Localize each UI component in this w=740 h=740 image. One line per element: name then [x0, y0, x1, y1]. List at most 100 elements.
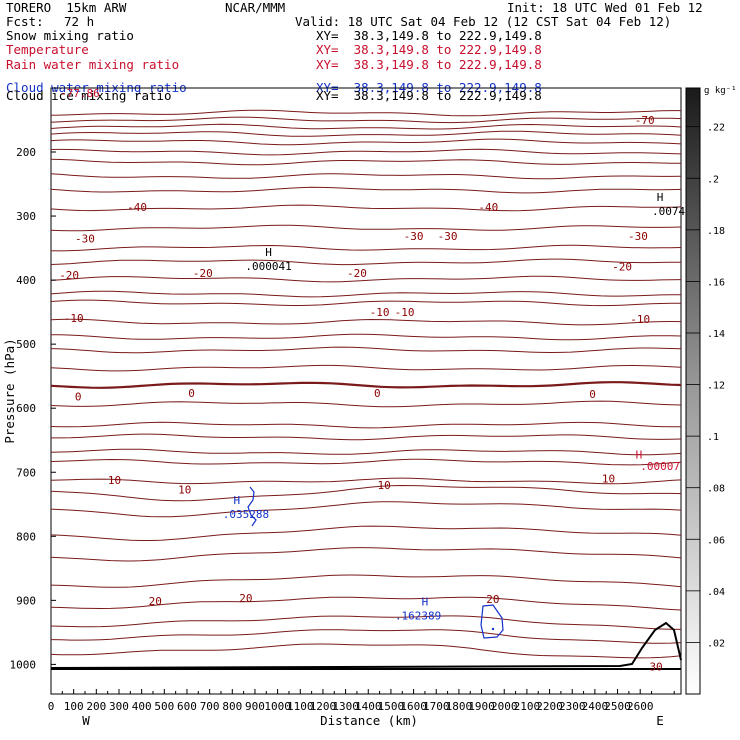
- x-tick-label: 900: [245, 700, 265, 713]
- temperature-contour-line: [50, 477, 682, 485]
- x-tick-label: 1500: [378, 700, 405, 713]
- x-tick-label: 600: [177, 700, 197, 713]
- temperature-contour-line: [50, 123, 682, 130]
- temperature-contour-label: 30: [649, 660, 662, 673]
- x-tick-label: 1300: [332, 700, 359, 713]
- temperature-contour-line: [50, 364, 682, 372]
- y-tick-label: 400: [16, 274, 36, 287]
- temperature-contour-line: [51, 333, 682, 341]
- colorbar-tick-label: .16: [707, 277, 725, 288]
- x-tick-label: 100: [64, 700, 84, 713]
- x-tick-label: 2500: [604, 700, 631, 713]
- x-tick-label: 2600: [627, 700, 654, 713]
- x-tick-label: 0: [48, 700, 55, 713]
- field-name-cloud-ice: Cloud ice mixing ratio: [6, 88, 172, 103]
- temperature-annotation: .00007: [640, 460, 680, 473]
- temperature-contour-label: 20: [486, 593, 499, 606]
- x-tick-label: 1000: [264, 700, 291, 713]
- colorbar-tick-label: .02: [707, 638, 725, 649]
- x-tick-label: 700: [200, 700, 220, 713]
- temperature-contour-label: 0: [589, 388, 596, 401]
- y-tick-label: 200: [16, 146, 36, 159]
- temperature-contour-line: [50, 186, 682, 194]
- x-tick-label: 1100: [287, 700, 314, 713]
- temperature-contour-line: [50, 501, 682, 518]
- colorbar: [685, 87, 701, 695]
- temperature-contour-line: [50, 629, 682, 644]
- x-tick-label: 2200: [536, 700, 563, 713]
- temperature-contour-line: [50, 244, 682, 252]
- temperature-contour-line: [50, 318, 682, 326]
- cloud-water-contour-2: [480, 604, 504, 639]
- cloud-water-high-marker-2: H: [422, 596, 429, 609]
- cloud-water-dot: [491, 627, 495, 631]
- temperature-contour-label: -40: [478, 201, 498, 214]
- east-label: E: [656, 713, 664, 728]
- x-tick-label: 1600: [400, 700, 427, 713]
- y-tick-label: 800: [16, 530, 36, 543]
- temperature-contour-line: [50, 525, 682, 541]
- temperature-contour-label: 20: [239, 592, 252, 605]
- temperature-contour-label: 10: [378, 479, 391, 492]
- temperature-contour-line: [51, 433, 682, 441]
- temperature-contour-line: [50, 258, 682, 266]
- colorbar-tick-label: .2: [707, 174, 719, 185]
- x-tick-label: 400: [132, 700, 152, 713]
- x-tick-label: 1900: [468, 700, 495, 713]
- x-tick-label: 2000: [491, 700, 518, 713]
- snow-high-marker: H: [265, 246, 272, 259]
- temperature-contour-line: [50, 574, 682, 588]
- temperature-contour-label: 20: [149, 595, 162, 608]
- temperature-contour-line: [50, 458, 682, 466]
- cloud-water-high-value-1: .035288: [223, 508, 269, 521]
- temperature-contour-label: -70: [635, 114, 655, 127]
- colorbar-tick-label: .14: [707, 329, 725, 340]
- y-tick-label: 1000: [10, 658, 37, 671]
- temperature-contour-label: 10: [602, 473, 615, 486]
- temperature-contour-line: [50, 400, 682, 408]
- snow-high-value: .000041: [245, 260, 291, 273]
- temperature-contour-line: [50, 158, 681, 166]
- temperature-contour-line: [50, 109, 681, 117]
- temperature-contour-label: 0: [188, 387, 195, 400]
- y-axis: 200 300 400 500 600 700 800 900 1000: [10, 146, 56, 671]
- x-axis: 0 100 200 300 400 500 600 700 800 900 100011001200…: [48, 689, 675, 713]
- y-tick-label: 500: [16, 338, 36, 351]
- colorbar-tick-label: .06: [707, 535, 725, 546]
- y-tick-label: 300: [16, 210, 36, 223]
- x-tick-label: 1200: [310, 700, 337, 713]
- temperature-contour-label: 0: [374, 387, 381, 400]
- cloud-water-high-value-2: .162389: [395, 610, 441, 623]
- temperature-contour-line: [50, 547, 682, 562]
- temperature-contour-line: [50, 290, 681, 298]
- temperature-contour-line: [50, 421, 681, 429]
- temperature-contour-line: [50, 204, 682, 212]
- temperature-contour-line: [50, 148, 682, 156]
- cloud-ice-high-value: .0074: [652, 205, 685, 218]
- field-name-snow: Snow mixing ratio: [6, 28, 134, 43]
- field-xy-snow: XY= 38.3,149.8 to 222.9,149.8: [316, 28, 542, 43]
- temperature-annotation: H: [636, 448, 643, 461]
- x-tick-label: 300: [109, 700, 129, 713]
- temperature-contour-label: -30: [404, 230, 424, 243]
- field-xy-rain: XY= 38.3,149.8 to 222.9,149.8: [316, 57, 542, 72]
- temperature-contour-label: 0: [75, 391, 82, 404]
- field-xy-temperature: XY= 38.3,149.8 to 222.9,149.8: [316, 42, 542, 57]
- temperature-contour-line: [50, 381, 682, 389]
- temperature-contour-label: -10: [630, 313, 650, 326]
- colorbar-ticks: .22 .2 .18 .16 .14 .12 .1 .08 .06 .04 .02: [686, 123, 725, 649]
- y-axis-label: Pressure (hPa): [2, 338, 17, 443]
- temperature-contour-label: -30: [438, 230, 458, 243]
- colorbar-tick-label: .1: [707, 432, 719, 443]
- temperature-contour-line: [50, 173, 682, 180]
- temperature-contour-label: -20: [347, 267, 367, 280]
- y-tick-label: 900: [16, 594, 36, 607]
- cloud-water-high-marker-1: H: [234, 494, 241, 507]
- temperature-contour-label: -20: [59, 269, 79, 282]
- y-tick-label: 700: [16, 466, 36, 479]
- temperature-contour-line: [50, 484, 682, 502]
- temperature-contour-label: -20: [612, 261, 632, 274]
- terrain-line: [50, 621, 682, 669]
- x-tick-label: 1700: [423, 700, 450, 713]
- colorbar-tick-label: .18: [707, 226, 725, 237]
